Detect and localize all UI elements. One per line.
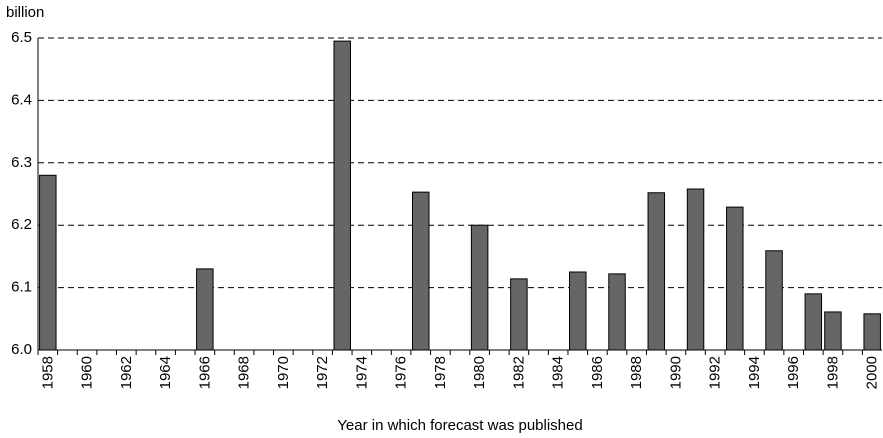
bar bbox=[765, 250, 783, 351]
x-tick-label: 1966 bbox=[196, 356, 213, 389]
x-tick-label: 1958 bbox=[39, 356, 56, 389]
x-tick-label: 1996 bbox=[785, 356, 802, 389]
x-tick-label: 1974 bbox=[353, 356, 370, 389]
x-tick-label: 1992 bbox=[707, 356, 724, 389]
x-tick-label: 1972 bbox=[314, 356, 331, 389]
y-axis-label: billion bbox=[6, 4, 44, 21]
x-tick-label: 1960 bbox=[79, 356, 96, 389]
x-tick-label: 1964 bbox=[157, 356, 174, 389]
bar bbox=[569, 271, 587, 351]
y-tick-label: 6.0 bbox=[11, 341, 32, 358]
x-tick-label: 1978 bbox=[432, 356, 449, 389]
bar bbox=[39, 174, 57, 351]
bar bbox=[686, 188, 705, 351]
x-tick-label: 1990 bbox=[667, 356, 684, 389]
bar bbox=[824, 311, 842, 351]
y-tick-label: 6.2 bbox=[11, 216, 32, 233]
x-tick-label: 1988 bbox=[628, 356, 645, 389]
bar bbox=[510, 278, 528, 351]
bar bbox=[726, 206, 744, 351]
x-tick-label: 1982 bbox=[510, 356, 527, 389]
x-tick-label: 1976 bbox=[393, 356, 410, 389]
x-tick-label: 1994 bbox=[746, 356, 763, 389]
y-tick-label: 6.1 bbox=[11, 279, 32, 296]
x-tick-label: 1998 bbox=[824, 356, 841, 389]
x-tick-label: 1980 bbox=[471, 356, 488, 389]
x-tick-label: 1984 bbox=[550, 356, 567, 389]
y-tick-label: 6.5 bbox=[11, 29, 32, 46]
x-tick-label: 2000 bbox=[864, 356, 881, 389]
bar bbox=[647, 192, 666, 351]
y-tick-label: 6.3 bbox=[11, 154, 32, 171]
x-tick-label: 1968 bbox=[236, 356, 253, 389]
bar bbox=[804, 293, 823, 351]
bar bbox=[412, 191, 430, 351]
y-tick-label: 6.4 bbox=[11, 91, 32, 108]
x-tick-label: 1970 bbox=[275, 356, 292, 389]
bar bbox=[863, 313, 881, 351]
bar bbox=[333, 40, 351, 351]
x-axis-label: Year in which forecast was published bbox=[337, 417, 582, 434]
bar bbox=[608, 273, 626, 351]
x-tick-label: 1986 bbox=[589, 356, 606, 389]
bar bbox=[470, 224, 489, 351]
bar bbox=[196, 268, 214, 351]
x-tick-label: 1962 bbox=[118, 356, 135, 389]
